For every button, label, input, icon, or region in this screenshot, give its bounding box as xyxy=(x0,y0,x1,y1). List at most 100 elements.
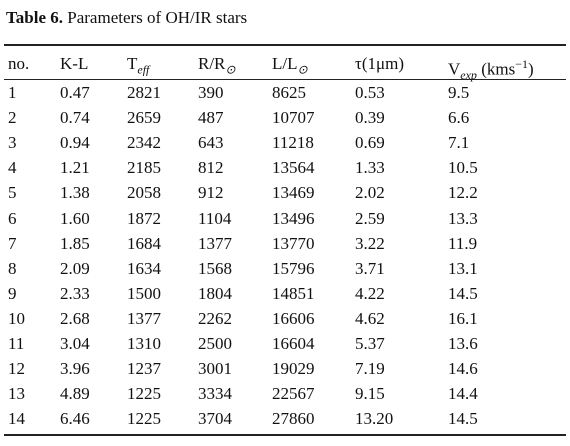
table-cell: 27860 xyxy=(272,409,315,429)
table-cell: 9.5 xyxy=(448,83,470,102)
table-cell: 1.33 xyxy=(355,158,385,178)
table-cell: 0.53 xyxy=(355,83,385,102)
table-cell: 1 xyxy=(8,83,17,102)
header-cell: Teff xyxy=(127,54,149,79)
table-cell: 6.46 xyxy=(60,409,90,429)
table-cell: 14.5 xyxy=(448,409,478,429)
table-cell: 6.6 xyxy=(448,108,470,128)
table-cell: 2.68 xyxy=(60,308,90,328)
table-cell: 643 xyxy=(198,133,224,153)
table-cell: 4.62 xyxy=(355,308,385,328)
table-cell: 1104 xyxy=(198,208,232,228)
table-cell: 7 xyxy=(8,233,17,253)
table-cell: 2821 xyxy=(127,83,161,102)
table-cell: 15796 xyxy=(272,258,315,278)
table-cell: 12 xyxy=(8,359,25,379)
table-cell: 3.22 xyxy=(355,233,385,253)
table-cell: 13.1 xyxy=(448,258,478,278)
table-cell: 3.96 xyxy=(60,359,90,379)
table-cell: 0.47 xyxy=(60,83,90,102)
table-cell: 4.89 xyxy=(60,384,90,404)
table-cell: 13496 xyxy=(272,208,315,228)
table-cell: 14851 xyxy=(272,283,315,303)
table-cell: 14.4 xyxy=(448,384,478,404)
table-cell: 5.37 xyxy=(355,334,385,353)
table-cell: 8 xyxy=(8,258,17,278)
table-cell: 2500 xyxy=(198,334,232,353)
header-end: ) xyxy=(527,59,534,79)
table-cell: 1225 xyxy=(127,384,161,404)
table-cell: 11218 xyxy=(272,133,314,153)
table-cell: 16.1 xyxy=(448,308,478,328)
table-cell: 390 xyxy=(198,83,224,102)
caption-label: Table 6. xyxy=(6,8,64,27)
table-cell: 3001 xyxy=(198,359,232,379)
table-cell: 13770 xyxy=(272,233,315,253)
table-cell: 2 xyxy=(8,108,17,128)
table-cell: 13564 xyxy=(272,158,315,178)
header-after: (kms xyxy=(476,59,516,79)
table-cell: 13.6 xyxy=(448,334,478,353)
table-cell: 10 xyxy=(8,308,25,328)
header-cell: R/R⊙ xyxy=(198,54,235,79)
header-sub: ⊙ xyxy=(225,62,236,77)
table-cell: 14 xyxy=(8,409,25,429)
table-cell: 7.19 xyxy=(355,359,385,379)
header-sub: exp xyxy=(460,68,477,83)
header-rule xyxy=(4,79,566,80)
table-cell: 13.3 xyxy=(448,208,478,228)
table-cell: 5 xyxy=(8,183,17,203)
table-cell: 11.9 xyxy=(448,233,478,253)
table-cell: 912 xyxy=(198,183,224,203)
table-cell: 16606 xyxy=(272,308,315,328)
table-cell: 1225 xyxy=(127,409,161,429)
table-cell: 1804 xyxy=(198,283,232,303)
caption-text: Parameters of OH/IR stars xyxy=(63,8,248,27)
table-cell: 0.69 xyxy=(355,133,385,153)
table-cell: 1568 xyxy=(198,258,232,278)
table-cell: 2.59 xyxy=(355,208,385,228)
header-text: τ(1μm) xyxy=(355,54,404,73)
table-cell: 9.15 xyxy=(355,384,385,404)
header-text: L/L xyxy=(272,54,298,73)
table-cell: 3.04 xyxy=(60,334,90,353)
table-cell: 10.5 xyxy=(448,158,478,178)
table-cell: 487 xyxy=(198,108,224,128)
header-cell: no. xyxy=(8,54,29,74)
table-cell: 16604 xyxy=(272,334,315,353)
table-cell: 2.33 xyxy=(60,283,90,303)
table-cell: 2185 xyxy=(127,158,161,178)
table-cell: 1634 xyxy=(127,258,161,278)
table-cell: 0.74 xyxy=(60,108,90,128)
header-text: R/R xyxy=(198,54,226,73)
table-cell: 3.71 xyxy=(355,258,385,278)
table-cell: 3334 xyxy=(198,384,232,404)
header-text: no. xyxy=(8,54,30,73)
header-cell: K-L xyxy=(60,54,88,74)
table-cell: 13469 xyxy=(272,183,315,203)
table-cell: 1377 xyxy=(127,308,161,328)
table-cell: 19029 xyxy=(272,359,315,379)
table-cell: 4 xyxy=(8,158,17,178)
table-cell: 2.02 xyxy=(355,183,385,203)
table-cell: 10707 xyxy=(272,108,315,128)
table-cell: 3 xyxy=(8,133,17,153)
table-cell: 6 xyxy=(8,208,17,228)
table-cell: 4.22 xyxy=(355,283,385,303)
table-cell: 2342 xyxy=(127,133,161,153)
table-cell: 0.39 xyxy=(355,108,385,128)
table-cell: 14.5 xyxy=(448,283,478,303)
table-cell: 1500 xyxy=(127,283,161,303)
header-text: K-L xyxy=(60,54,89,73)
table-cell: 0.94 xyxy=(60,133,90,153)
table-cell: 2058 xyxy=(127,183,161,203)
table-cell: 7.1 xyxy=(448,133,470,153)
header-text: V xyxy=(448,59,461,79)
table-cell: 1.38 xyxy=(60,183,90,203)
table-cell: 2262 xyxy=(198,308,232,328)
table-cell: 1310 xyxy=(127,334,161,353)
table-cell: 8625 xyxy=(272,83,306,102)
table-cell: 1.85 xyxy=(60,233,90,253)
header-cell: τ(1μm) xyxy=(355,54,404,74)
